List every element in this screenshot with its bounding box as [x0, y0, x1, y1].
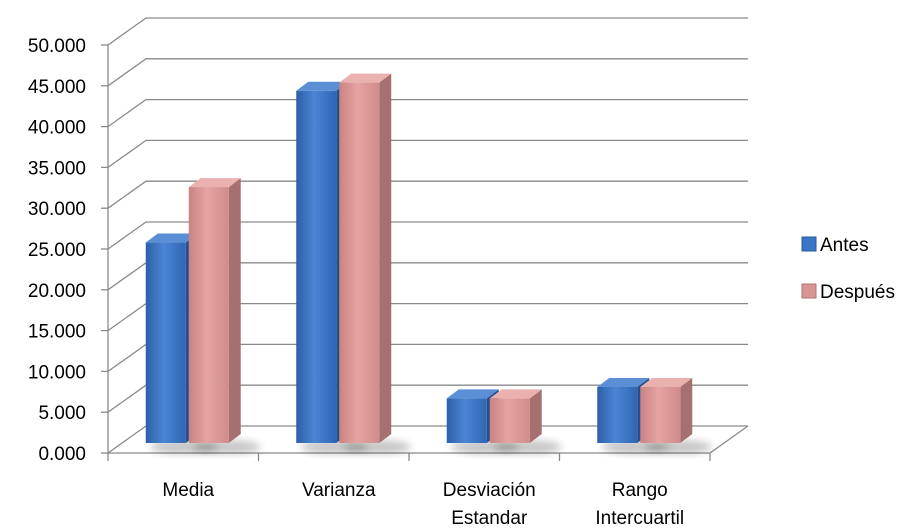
gridline-9: [107, 58, 748, 87]
legend-label-1: Después: [820, 282, 895, 303]
bars: [145, 73, 713, 454]
legend-swatch-1: [801, 283, 817, 299]
gridline-5: [107, 221, 748, 250]
bar-Después-3: [640, 377, 713, 454]
gridline-6: [107, 180, 748, 209]
bar-Después-2: [489, 389, 562, 454]
gridline-8: [107, 98, 748, 128]
gridline-7: [107, 139, 748, 168]
legend-label-0: Antes: [820, 235, 869, 256]
legend-swatch-0: [801, 236, 817, 252]
floor-edge-line: [709, 425, 749, 454]
legend-item-0: Antes: [801, 235, 869, 256]
x-tick-label-2: Desviación Estandar: [443, 480, 536, 529]
bar-Después-0: [188, 178, 261, 454]
y-tick-label-3: 15.000: [28, 322, 86, 343]
bar-Después-1: [339, 73, 412, 454]
y-tick-label-6: 30.000: [28, 199, 86, 220]
x-tick-label-0: Media: [162, 480, 214, 501]
y-tick-label-10: 50.000: [28, 36, 86, 57]
y-tick-label-0: 0.000: [38, 444, 86, 465]
legend-item-1: Después: [801, 282, 895, 303]
y-tick-label-7: 35.000: [28, 158, 86, 179]
x-tick-label-3: Rango Intercuartil: [595, 480, 684, 529]
y-tick-label-8: 40.000: [28, 118, 86, 139]
y-tick-label-4: 20.000: [28, 281, 86, 302]
y-tick-label-2: 10.000: [28, 362, 86, 383]
x-tick-label-1: Varianza: [302, 480, 376, 501]
legend: Antes Después: [801, 235, 895, 303]
y-tick-label-9: 45.000: [28, 77, 86, 98]
y-tick-label-1: 5.000: [38, 403, 86, 424]
gridline-10: [107, 17, 748, 46]
axes: 0.000 5.000 10.000 15.000 20.000 25.000 30.000…: [28, 36, 749, 529]
y-tick-label-5: 25.000: [28, 240, 86, 261]
